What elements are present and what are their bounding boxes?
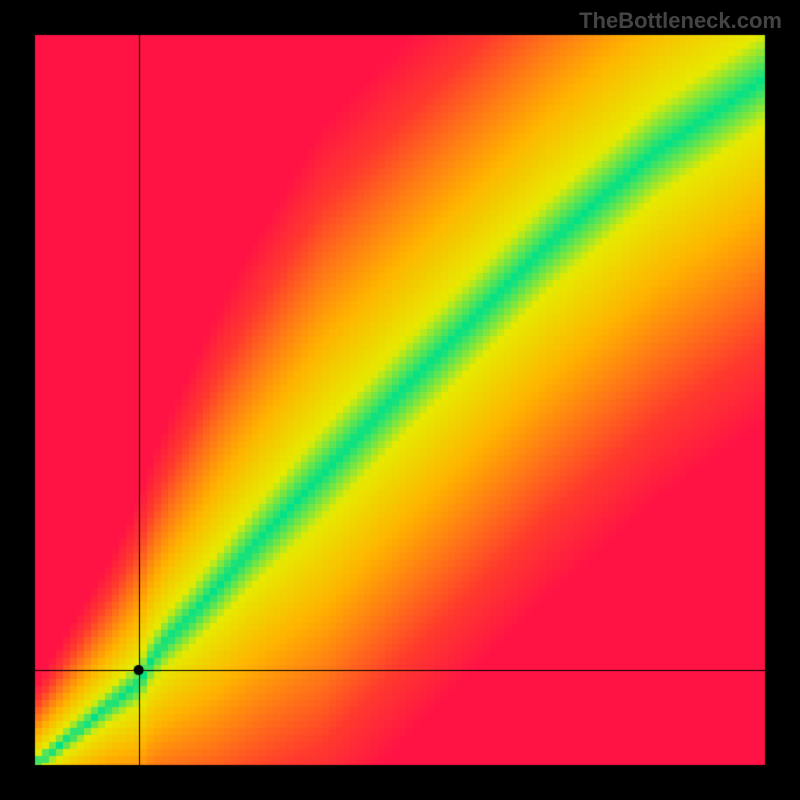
watermark-text: TheBottleneck.com — [579, 8, 782, 34]
bottleneck-heatmap — [0, 0, 800, 800]
chart-container: TheBottleneck.com — [0, 0, 800, 800]
